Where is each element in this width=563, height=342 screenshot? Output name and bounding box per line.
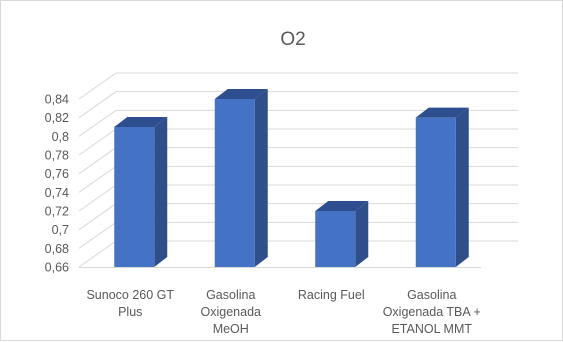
y-tick-label: 0,72 bbox=[45, 205, 69, 219]
bar-top bbox=[315, 201, 369, 211]
x-category-label: Sunoco 260 GT Plus bbox=[86, 288, 174, 319]
bar-front bbox=[214, 99, 255, 267]
bar bbox=[415, 107, 469, 268]
y-tick-label: 0,66 bbox=[45, 261, 69, 275]
chart-title: O2 bbox=[280, 29, 305, 50]
bar-top bbox=[214, 89, 268, 99]
bar bbox=[214, 89, 268, 267]
grid-line bbox=[78, 72, 518, 100]
grid-line bbox=[78, 109, 518, 137]
bars bbox=[114, 89, 469, 268]
bar-side bbox=[355, 201, 369, 267]
x-category-label: Racing Fuel bbox=[298, 288, 365, 302]
y-tick-label: 0,74 bbox=[45, 186, 69, 200]
bar-side bbox=[455, 107, 469, 268]
bar-top bbox=[415, 107, 469, 118]
y-tick-label: 0,78 bbox=[45, 149, 69, 163]
y-tick-label: 0,82 bbox=[45, 111, 69, 125]
x-category-label: Gasolina Oxigenada TBA + ETANOL MMT bbox=[383, 288, 481, 336]
y-tick-label: 0,84 bbox=[45, 93, 69, 107]
bar bbox=[114, 117, 168, 267]
y-tick-label: 0,7 bbox=[52, 223, 69, 237]
bar bbox=[315, 201, 369, 267]
y-tick-label: 0,8 bbox=[52, 130, 69, 144]
bar-side bbox=[154, 117, 168, 267]
grid-line bbox=[78, 91, 518, 119]
bar-side bbox=[254, 89, 268, 267]
bar-front bbox=[415, 117, 456, 268]
y-tick-label: 0,76 bbox=[45, 167, 69, 181]
x-category-label: Gasolina Oxigenada MeOH bbox=[201, 288, 262, 336]
bar-front bbox=[114, 127, 155, 267]
y-axis: 0,66 0,68 0,7 0,72 0,74 0,76 0,78 0,8 0,82 0,84 bbox=[45, 93, 69, 275]
y-tick-label: 0,68 bbox=[45, 242, 69, 256]
x-axis-labels: Sunoco 260 GT Plus Gasolina Oxigenada MeOH Ra… bbox=[86, 288, 480, 336]
bar-front bbox=[315, 211, 356, 267]
bar-top bbox=[114, 117, 168, 127]
